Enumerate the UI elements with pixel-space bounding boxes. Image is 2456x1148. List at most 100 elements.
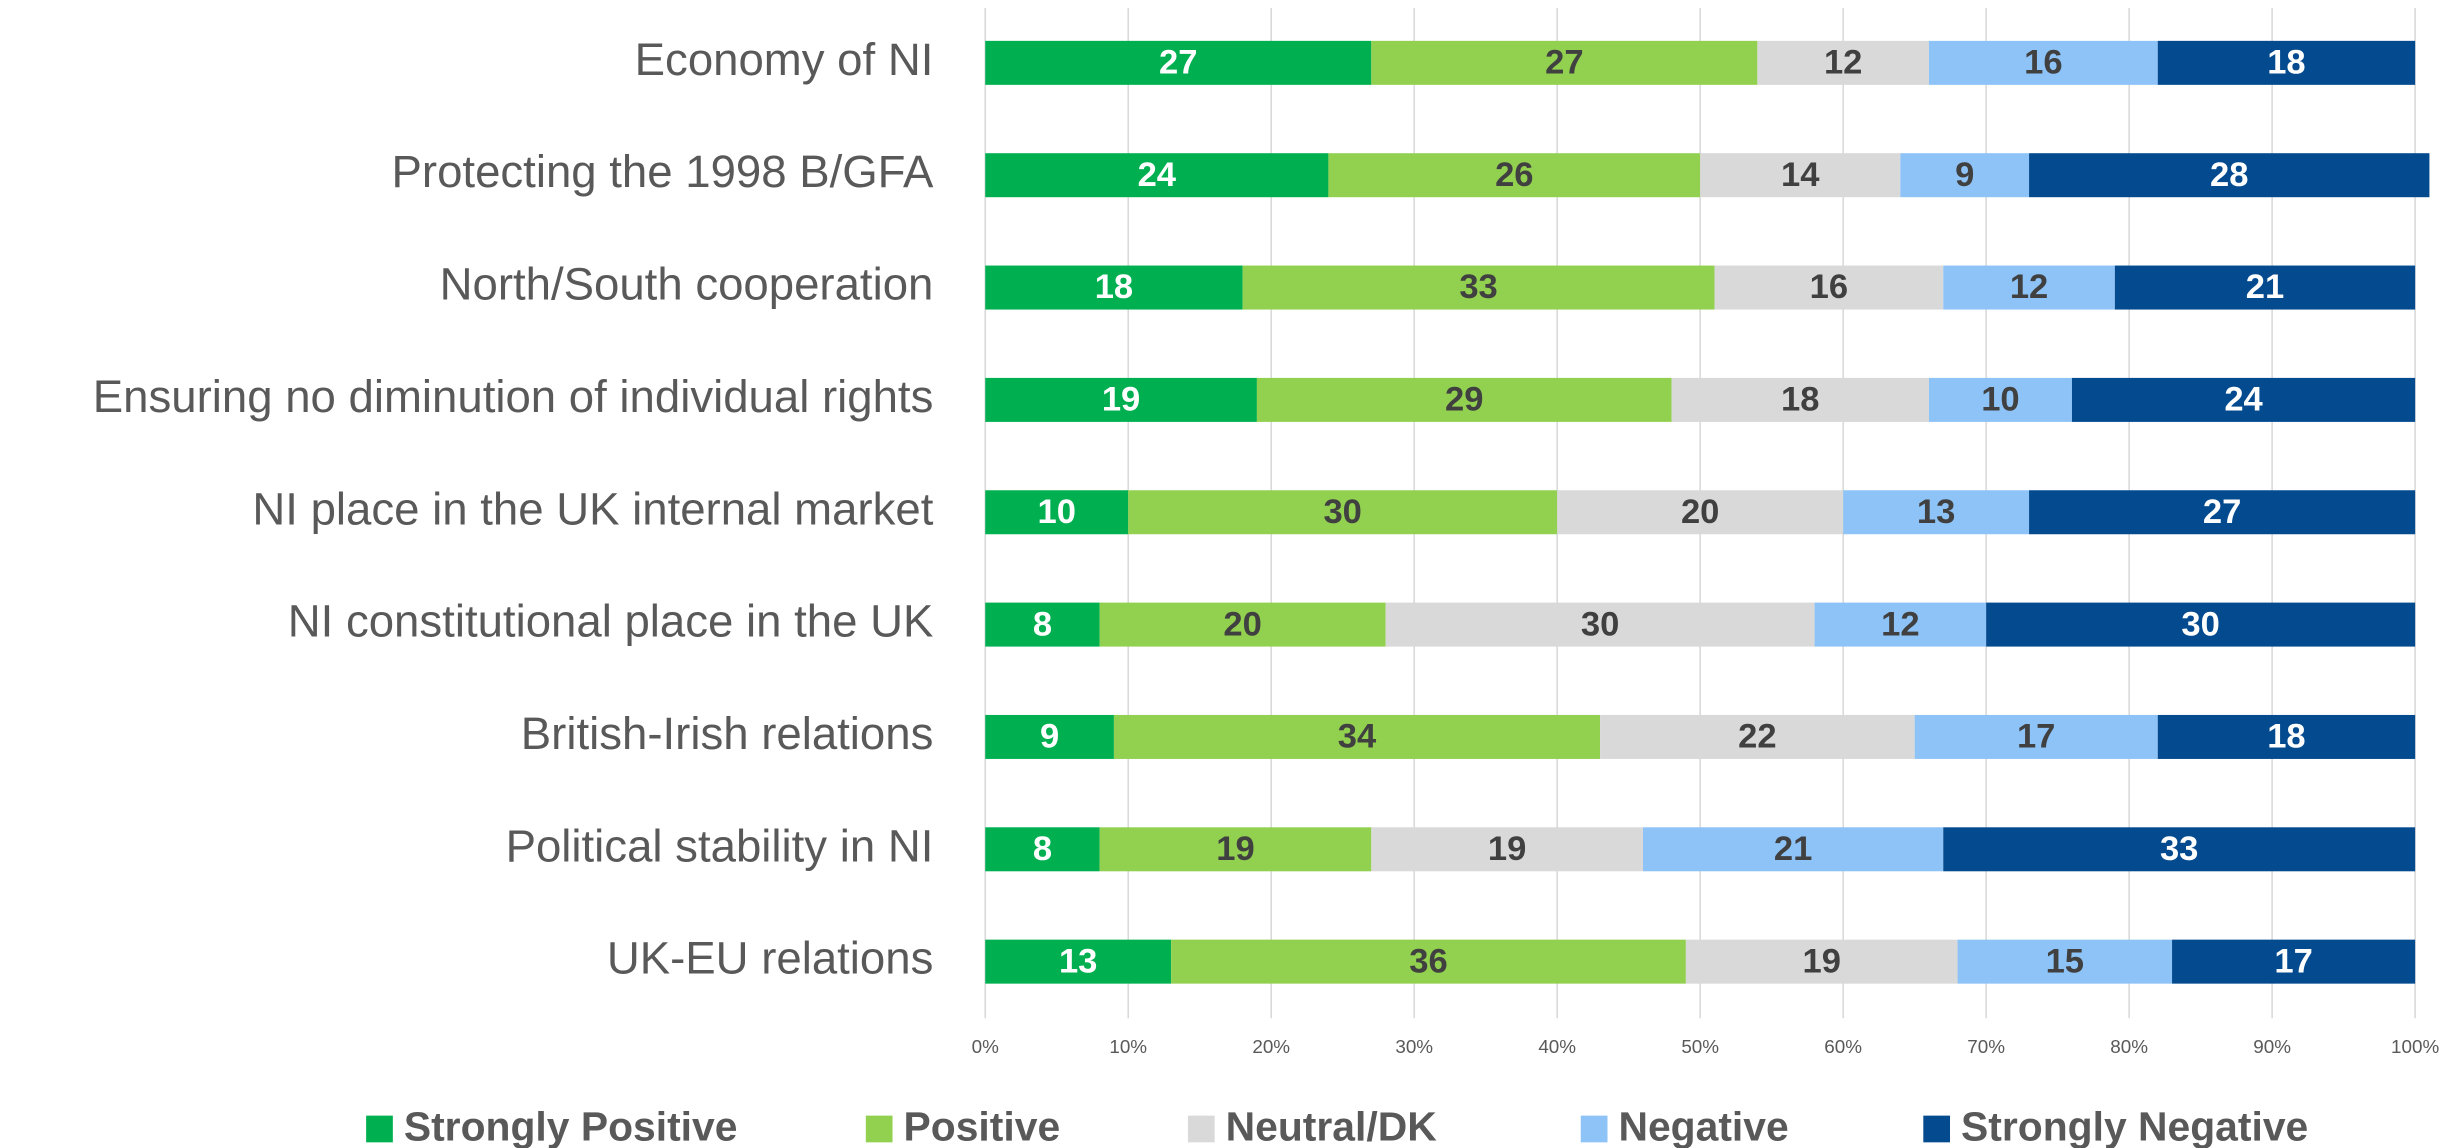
data-label: 10 — [1981, 381, 2019, 419]
bar-segment — [1256, 377, 1672, 422]
data-label: 30 — [1581, 605, 1619, 643]
y-tick-label: NI constitutional place in the UK — [288, 596, 934, 647]
data-label: 12 — [1824, 44, 1862, 82]
data-label: 34 — [1338, 718, 1377, 756]
legend-label: Strongly Negative — [1961, 1104, 2308, 1148]
data-label: 30 — [2181, 605, 2219, 643]
legend-swatch — [1187, 1115, 1215, 1143]
data-label: 8 — [1033, 830, 1052, 868]
data-label: 20 — [1223, 605, 1261, 643]
bar-segment — [1642, 827, 1944, 872]
x-tick-label: 90% — [2253, 1036, 2291, 1057]
x-tick-label: 60% — [1824, 1036, 1862, 1057]
legend-swatch — [1923, 1115, 1951, 1143]
data-label: 21 — [1774, 830, 1812, 868]
x-tick-label: 70% — [1967, 1036, 2005, 1057]
bar-segment — [1557, 490, 1844, 535]
data-label: 8 — [1033, 605, 1052, 643]
data-label: 20 — [1681, 493, 1719, 531]
data-label: 22 — [1738, 718, 1776, 756]
data-label: 30 — [1323, 493, 1361, 531]
bar-segment — [1600, 714, 1915, 759]
bar-segment — [1943, 827, 2416, 872]
y-tick-label: British-Irish relations — [521, 708, 934, 759]
bar-segment — [2114, 265, 2416, 310]
data-label: 36 — [1409, 942, 1447, 980]
data-label: 21 — [2246, 268, 2284, 306]
data-label: 33 — [1459, 268, 1497, 306]
y-tick-label: Economy of NI — [635, 34, 934, 85]
bar-segment — [1113, 714, 1601, 759]
data-label: 18 — [2267, 718, 2305, 756]
bar-segment — [1128, 490, 1558, 535]
data-label: 18 — [2267, 44, 2305, 82]
data-label: 19 — [1488, 830, 1526, 868]
data-label: 27 — [1545, 44, 1583, 82]
legend-swatch — [366, 1115, 393, 1143]
bar-segment — [985, 602, 1100, 647]
bar-segment — [1099, 602, 1386, 647]
bar-segment — [1928, 377, 2072, 422]
data-label: 13 — [1917, 493, 1955, 531]
bar-segment — [985, 939, 1172, 984]
data-label: 16 — [2024, 44, 2062, 82]
bar-segment — [1914, 714, 2158, 759]
bar-segment — [1714, 265, 1944, 310]
data-label: 9 — [1955, 156, 1974, 194]
bar-segment — [2071, 377, 2416, 422]
data-label: 9 — [1040, 718, 1059, 756]
bar-segment — [1900, 153, 2030, 198]
data-label: 19 — [1102, 381, 1140, 419]
data-label: 24 — [2224, 381, 2263, 419]
legend-label: Strongly Positive — [404, 1104, 738, 1148]
x-tick-label: 0% — [972, 1036, 999, 1057]
bar-segment — [985, 265, 1243, 310]
legend-swatch — [865, 1115, 893, 1143]
bar-segment — [1757, 40, 1929, 85]
data-label: 33 — [2160, 830, 2198, 868]
data-label: 19 — [1803, 942, 1841, 980]
bar-segment — [2029, 153, 2430, 198]
data-label: 18 — [1095, 268, 1133, 306]
legend-label: Neutral/DK — [1226, 1104, 1438, 1148]
data-label: 29 — [1445, 381, 1483, 419]
y-tick-label: NI place in the UK internal market — [252, 483, 933, 534]
bar-segment — [1685, 939, 1958, 984]
bar-segment — [1843, 490, 2030, 535]
data-label: 12 — [2010, 268, 2048, 306]
bar-segment — [1928, 40, 2158, 85]
bar-segment — [985, 153, 1329, 198]
data-label: 18 — [1781, 381, 1819, 419]
bar-segment — [2157, 714, 2416, 759]
legend-label: Negative — [1618, 1104, 1788, 1148]
data-label: 12 — [1881, 605, 1919, 643]
bar-segment — [1671, 377, 1929, 422]
bar-segment — [1371, 827, 1643, 872]
data-label: 16 — [1810, 268, 1848, 306]
y-tick-label: Protecting the 1998 B/GFA — [392, 146, 934, 197]
legend-label: Positive — [904, 1104, 1061, 1148]
bar-segment — [985, 40, 1372, 85]
bar-segment — [2172, 939, 2416, 984]
x-tick-label: 50% — [1681, 1036, 1719, 1057]
data-label: 24 — [1138, 156, 1177, 194]
bar-segment — [1814, 602, 1987, 647]
data-label: 10 — [1038, 493, 1076, 531]
y-tick-label: Ensuring no diminution of individual rig… — [93, 371, 934, 422]
bar-segment — [1385, 602, 1815, 647]
data-label: 13 — [1059, 942, 1097, 980]
data-label: 19 — [1216, 830, 1254, 868]
bar-segment — [1943, 265, 2115, 310]
y-tick-label: North/South cooperation — [440, 259, 934, 310]
bar-segment — [1371, 40, 1758, 85]
bar-segment — [1171, 939, 1686, 984]
bar-segment — [2157, 40, 2416, 85]
data-label: 27 — [1159, 44, 1197, 82]
x-tick-label: 100% — [2391, 1036, 2439, 1057]
bar-segment — [1328, 153, 1701, 198]
y-tick-label: UK-EU relations — [607, 933, 934, 984]
x-tick-label: 30% — [1395, 1036, 1433, 1057]
data-label: 17 — [2274, 942, 2312, 980]
